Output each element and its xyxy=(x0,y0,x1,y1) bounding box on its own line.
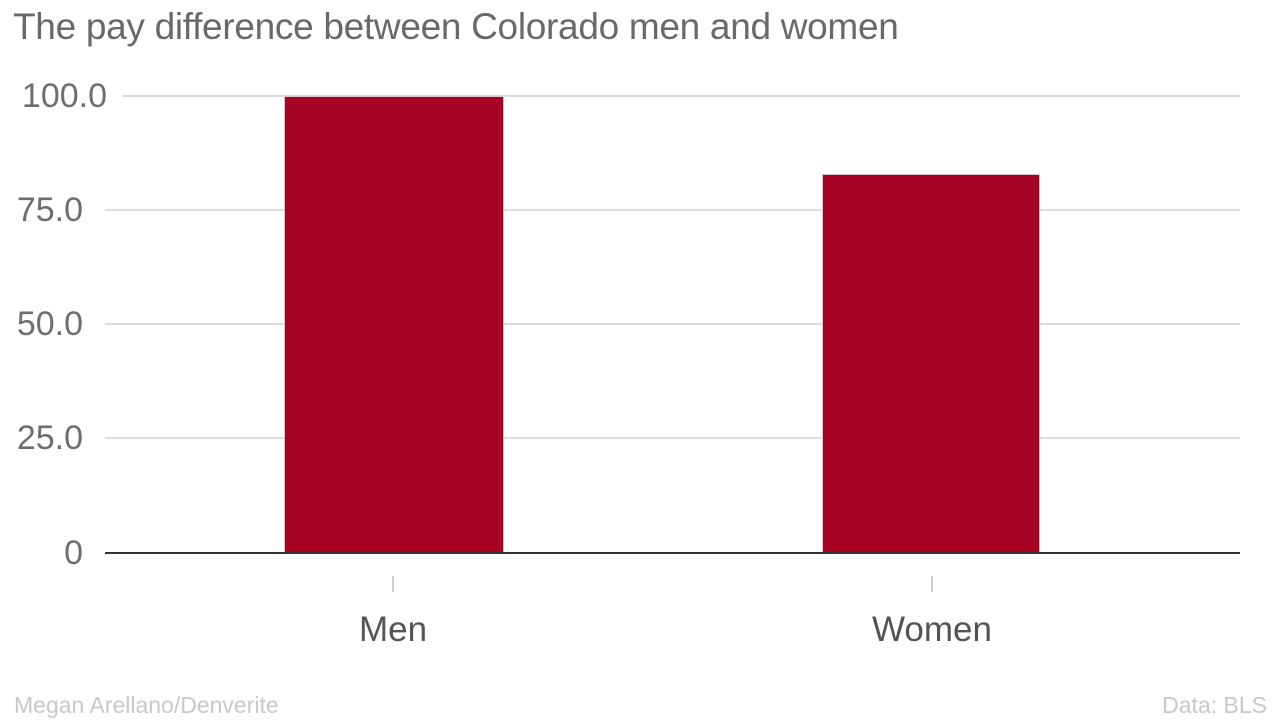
footer-source: Data: BLS xyxy=(1162,692,1267,718)
gridline-75 xyxy=(105,208,1240,211)
x-axis-line xyxy=(105,551,1240,554)
category-label-men: Men xyxy=(358,610,428,649)
gridline-25 xyxy=(105,437,1240,440)
category-label-women: Women xyxy=(872,610,992,649)
gridline-100 xyxy=(122,94,1240,97)
y-tick-label-100: 100.0 xyxy=(21,76,107,115)
footer-byline: Megan Arellano/Denverite xyxy=(14,692,279,718)
y-tick-label-25: 25.0 xyxy=(16,419,83,458)
chart-title: The pay difference between Colorado men … xyxy=(13,6,899,47)
y-tick-label-0: 0 xyxy=(64,533,83,572)
bar-women xyxy=(822,173,1040,553)
y-tick-label-75: 75.0 xyxy=(16,190,83,229)
gridline-50 xyxy=(105,323,1240,325)
y-tick-label-50: 50.0 xyxy=(16,305,83,343)
bar-men xyxy=(284,95,504,553)
x-tick-women xyxy=(931,576,933,592)
x-tick-men xyxy=(392,576,394,592)
